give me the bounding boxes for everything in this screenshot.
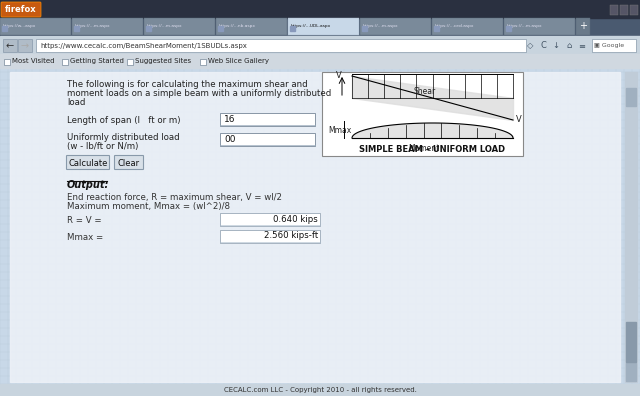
- Bar: [626, 363, 636, 381]
- Bar: [144, 18, 215, 35]
- Bar: [220, 230, 320, 243]
- Text: →: →: [21, 41, 29, 51]
- Text: Calculate: Calculate: [68, 158, 108, 168]
- Bar: [10, 72, 620, 382]
- Text: Suggested Sites: Suggested Sites: [135, 58, 191, 64]
- Text: +: +: [579, 21, 587, 31]
- Bar: [3, 39, 17, 52]
- Text: https://...nb.aspx: https://...nb.aspx: [219, 24, 256, 28]
- Bar: [2, 26, 7, 31]
- Text: CECALC.com LLC - Copyright 2010 - all rights reserved.: CECALC.com LLC - Copyright 2010 - all ri…: [223, 387, 417, 393]
- Text: 2.560 kips-ft: 2.560 kips-ft: [264, 232, 318, 240]
- Text: Uniformly distributed load: Uniformly distributed load: [67, 133, 180, 142]
- Text: Getting Started: Getting Started: [70, 58, 124, 64]
- Text: V: V: [336, 72, 342, 80]
- Bar: [216, 18, 287, 35]
- Bar: [4, 59, 10, 65]
- Bar: [0, 18, 640, 36]
- Text: ⌂: ⌂: [566, 42, 572, 51]
- Bar: [610, 5, 618, 15]
- Text: Maximum moment, Mmax = (wl^2)/8: Maximum moment, Mmax = (wl^2)/8: [67, 202, 230, 211]
- Bar: [626, 322, 636, 362]
- Bar: [200, 59, 206, 65]
- Text: ≡: ≡: [579, 42, 586, 51]
- Text: https://www.cecalc.com/BeamShearMoment/1SBUDLs.aspx: https://www.cecalc.com/BeamShearMoment/1…: [40, 43, 247, 49]
- Text: Output:: Output:: [67, 180, 109, 190]
- Bar: [0, 384, 640, 396]
- Bar: [127, 59, 133, 65]
- Bar: [360, 18, 431, 35]
- Text: Most Visited: Most Visited: [12, 58, 54, 64]
- Text: SIMPLE BEAM – UNIFORM LOAD: SIMPLE BEAM – UNIFORM LOAD: [360, 145, 506, 154]
- Text: https://...m.aspx: https://...m.aspx: [507, 24, 543, 28]
- Bar: [220, 213, 320, 226]
- Text: R = V =: R = V =: [67, 216, 102, 225]
- FancyBboxPatch shape: [1, 2, 41, 17]
- Text: Moment: Moment: [408, 144, 440, 153]
- Text: ↓: ↓: [552, 42, 559, 51]
- Bar: [220, 133, 315, 146]
- Bar: [288, 18, 359, 35]
- Bar: [0, 18, 71, 35]
- Bar: [432, 18, 503, 35]
- Text: The following is for calculating the maximum shear and: The following is for calculating the max…: [67, 80, 308, 89]
- Bar: [434, 26, 439, 31]
- Bar: [0, 54, 640, 68]
- Bar: [576, 18, 590, 35]
- Bar: [18, 39, 32, 52]
- Bar: [0, 36, 640, 54]
- Bar: [322, 72, 523, 156]
- Bar: [0, 0, 640, 18]
- Bar: [0, 68, 640, 384]
- Text: https://...m.aspx: https://...m.aspx: [147, 24, 182, 28]
- Text: ▣ Google: ▣ Google: [594, 44, 624, 48]
- Text: https://w...aspx: https://w...aspx: [3, 24, 36, 28]
- Bar: [620, 5, 628, 15]
- Text: 0.640 kips: 0.640 kips: [273, 215, 318, 223]
- Bar: [625, 72, 637, 382]
- Text: Mmax =: Mmax =: [67, 233, 103, 242]
- Text: https://...ced.aspx: https://...ced.aspx: [435, 24, 474, 28]
- Text: load: load: [67, 98, 85, 107]
- Text: V: V: [516, 116, 522, 124]
- Bar: [506, 26, 511, 31]
- Text: End reaction force, R = maximum shear, V = wl/2: End reaction force, R = maximum shear, V…: [67, 193, 282, 202]
- Text: https://...UDL.aspx: https://...UDL.aspx: [291, 24, 332, 28]
- Text: ←: ←: [6, 41, 14, 51]
- Bar: [218, 26, 223, 31]
- Bar: [62, 59, 68, 65]
- Bar: [290, 26, 295, 31]
- Text: https://...m.aspx: https://...m.aspx: [363, 24, 399, 28]
- Bar: [146, 26, 151, 31]
- Text: Mmax: Mmax: [328, 126, 351, 135]
- Bar: [72, 18, 143, 35]
- Text: 00: 00: [224, 135, 236, 143]
- Bar: [626, 88, 636, 106]
- Text: Length of span (l   ft or m): Length of span (l ft or m): [67, 116, 180, 125]
- Text: C: C: [540, 42, 546, 51]
- Bar: [220, 113, 315, 126]
- Text: 16: 16: [224, 114, 236, 124]
- Text: ◇: ◇: [527, 42, 533, 51]
- Bar: [504, 18, 575, 35]
- Text: Web Slice Gallery: Web Slice Gallery: [208, 58, 269, 64]
- Text: moment loads on a simple beam with a uniformly distributed: moment loads on a simple beam with a uni…: [67, 89, 332, 98]
- Text: https://...m.aspx: https://...m.aspx: [75, 24, 111, 28]
- FancyBboxPatch shape: [115, 156, 143, 169]
- Bar: [36, 39, 526, 52]
- Bar: [74, 26, 79, 31]
- Text: firefox: firefox: [5, 4, 37, 13]
- FancyBboxPatch shape: [67, 156, 109, 169]
- Bar: [630, 5, 638, 15]
- Text: Shear: Shear: [413, 87, 435, 96]
- Bar: [592, 39, 636, 52]
- Text: Clear: Clear: [118, 158, 140, 168]
- Text: (w - lb/ft or N/m): (w - lb/ft or N/m): [67, 142, 138, 151]
- Bar: [362, 26, 367, 31]
